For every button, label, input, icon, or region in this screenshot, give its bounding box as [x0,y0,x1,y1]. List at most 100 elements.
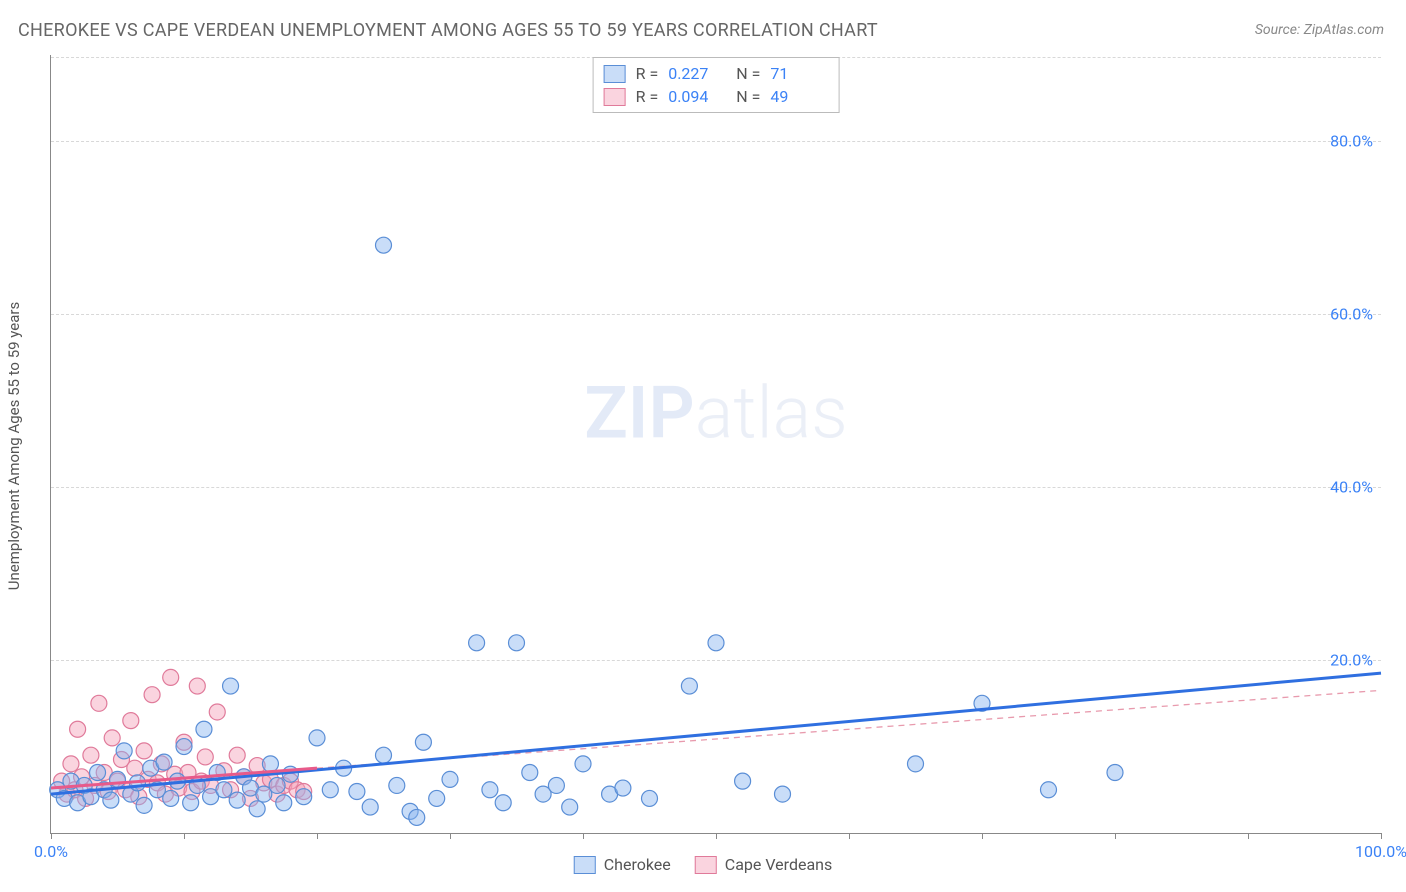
legend-swatch [574,856,596,874]
data-point [1041,782,1057,798]
data-point [176,739,192,755]
data-point [548,777,564,793]
data-point [276,795,292,811]
r-value: 0.094 [668,87,726,106]
data-point [1107,764,1123,780]
x-tick [51,833,52,839]
data-point [562,799,578,815]
r-value: 0.227 [668,64,726,83]
data-point [642,790,658,806]
n-value: 49 [770,87,828,106]
y-tick-label: 40.0% [1330,478,1373,497]
data-point [189,678,205,694]
data-point [349,784,365,800]
y-axis-label: Unemployment Among Ages 55 to 59 years [5,302,23,590]
data-point [196,721,212,737]
y-tick-label: 20.0% [1330,651,1373,670]
data-point [216,782,232,798]
x-tick [184,833,185,839]
x-tick-label: 0.0% [34,842,68,861]
data-point [63,756,79,772]
data-point [469,635,485,651]
n-label: N = [736,87,760,106]
data-point [104,730,120,746]
chart-svg [51,55,1381,833]
r-label: R = [636,87,659,106]
data-point [322,782,338,798]
x-tick [450,833,451,839]
x-tick [716,833,717,839]
data-point [262,756,278,772]
data-point [183,795,199,811]
x-tick [1115,833,1116,839]
data-point [495,795,511,811]
legend-row: R = 0.094 N = 49 [604,85,829,108]
correlation-legend: R = 0.227 N = 71 R = 0.094 N = 49 [593,57,840,113]
data-point [482,782,498,798]
legend-label: Cherokee [604,855,671,874]
data-point [144,687,160,703]
data-point [415,734,431,750]
data-point [127,760,143,776]
data-point [136,743,152,759]
n-value: 71 [770,64,828,83]
data-point [249,801,265,817]
legend-label: Cape Verdeans [725,855,832,874]
x-tick [583,833,584,839]
data-point [103,792,119,808]
trend-line [51,673,1381,794]
y-tick-label: 80.0% [1330,132,1373,151]
data-point [136,797,152,813]
data-point [908,756,924,772]
data-point [708,635,724,651]
data-point [110,771,126,787]
data-point [735,773,751,789]
gridline [51,141,1381,142]
data-point [309,730,325,746]
data-point [775,786,791,802]
data-point [163,669,179,685]
data-point [91,695,107,711]
series-legend: Cherokee Cape Verdeans [574,855,833,874]
legend-swatch [604,65,626,83]
plot-area: ZIPatlas R = 0.227 N = 71 R = 0.094 N = … [50,55,1381,834]
source-attribution: Source: ZipAtlas.com [1255,22,1384,38]
x-tick [317,833,318,839]
x-tick [849,833,850,839]
data-point [296,789,312,805]
data-point [269,777,285,793]
data-point [389,777,405,793]
n-label: N = [736,64,760,83]
data-point [116,743,132,759]
data-point [522,764,538,780]
x-tick [1381,833,1382,839]
data-point [409,809,425,825]
gridline [51,487,1381,488]
data-point [442,771,458,787]
data-point [509,635,525,651]
x-tick [1248,833,1249,839]
data-point [90,764,106,780]
data-point [70,721,86,737]
gridline [51,660,1381,661]
x-tick [982,833,983,839]
data-point [429,790,445,806]
data-point [209,704,225,720]
data-point [229,792,245,808]
data-point [681,678,697,694]
legend-swatch [604,88,626,106]
data-point [123,713,139,729]
data-point [229,747,245,763]
data-point [156,754,172,770]
x-tick-label: 100.0% [1355,842,1406,861]
data-point [575,756,591,772]
legend-row: R = 0.227 N = 71 [604,62,829,85]
data-point [197,749,213,765]
r-label: R = [636,64,659,83]
data-point [615,780,631,796]
chart-title: CHEROKEE VS CAPE VERDEAN UNEMPLOYMENT AM… [18,20,878,41]
legend-item: Cherokee [574,855,671,874]
data-point [83,747,99,763]
y-tick-label: 60.0% [1330,305,1373,324]
data-point [362,799,378,815]
